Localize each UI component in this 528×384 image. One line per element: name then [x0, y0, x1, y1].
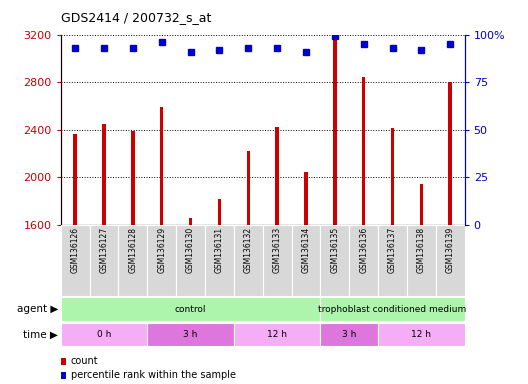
Bar: [176, 225, 205, 296]
Text: 3 h: 3 h: [342, 330, 356, 339]
Bar: [333, 35, 336, 225]
Bar: [448, 82, 452, 225]
Text: count: count: [71, 356, 98, 366]
Bar: [263, 225, 291, 296]
Bar: [320, 323, 378, 346]
Text: 3 h: 3 h: [183, 330, 198, 339]
Text: GSM136139: GSM136139: [446, 227, 455, 273]
Bar: [147, 225, 176, 296]
Bar: [131, 131, 135, 225]
Bar: [102, 124, 106, 225]
Text: 12 h: 12 h: [267, 330, 287, 339]
Bar: [189, 217, 192, 225]
Text: 12 h: 12 h: [411, 330, 431, 339]
Bar: [147, 323, 234, 346]
Text: GSM136126: GSM136126: [71, 227, 80, 273]
Bar: [407, 225, 436, 296]
Text: GSM136137: GSM136137: [388, 227, 397, 273]
Text: 0 h: 0 h: [97, 330, 111, 339]
Bar: [276, 127, 279, 225]
Text: GSM136127: GSM136127: [99, 227, 108, 273]
Text: percentile rank within the sample: percentile rank within the sample: [71, 370, 235, 380]
Text: GSM136134: GSM136134: [301, 227, 310, 273]
Text: trophoblast conditioned medium: trophoblast conditioned medium: [318, 305, 467, 314]
Text: GDS2414 / 200732_s_at: GDS2414 / 200732_s_at: [61, 12, 211, 25]
Text: control: control: [175, 305, 206, 314]
Bar: [420, 184, 423, 225]
Text: GSM136130: GSM136130: [186, 227, 195, 273]
Bar: [320, 225, 349, 296]
Bar: [304, 172, 308, 225]
Bar: [234, 225, 262, 296]
Text: GSM136138: GSM136138: [417, 227, 426, 273]
Bar: [247, 151, 250, 225]
Text: GSM136128: GSM136128: [128, 227, 137, 273]
Bar: [234, 323, 320, 346]
Bar: [90, 225, 118, 296]
Text: GSM136129: GSM136129: [157, 227, 166, 273]
Bar: [391, 128, 394, 225]
Text: time ▶: time ▶: [23, 329, 58, 339]
Bar: [118, 225, 147, 296]
Bar: [378, 225, 407, 296]
Text: GSM136132: GSM136132: [244, 227, 253, 273]
Text: GSM136133: GSM136133: [272, 227, 281, 273]
Text: agent ▶: agent ▶: [17, 304, 58, 314]
Text: GSM136136: GSM136136: [359, 227, 368, 273]
Bar: [61, 297, 320, 321]
Text: GSM136135: GSM136135: [331, 227, 340, 273]
Bar: [320, 297, 465, 321]
Bar: [291, 225, 320, 296]
Bar: [349, 225, 378, 296]
Bar: [362, 77, 365, 225]
Bar: [160, 107, 164, 225]
Bar: [218, 199, 221, 225]
Bar: [73, 134, 77, 225]
Bar: [436, 225, 465, 296]
Bar: [61, 225, 90, 296]
Bar: [378, 323, 465, 346]
Bar: [61, 323, 147, 346]
Text: GSM136131: GSM136131: [215, 227, 224, 273]
Bar: [205, 225, 234, 296]
